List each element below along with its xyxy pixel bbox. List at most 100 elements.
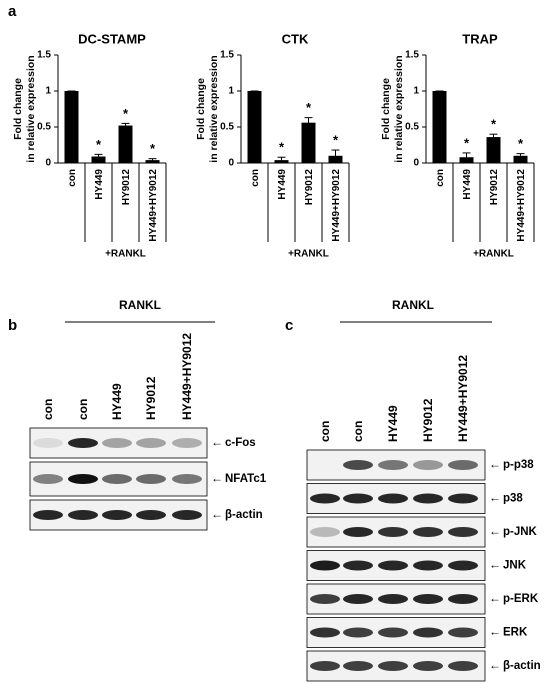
significance-marker: * [518,136,524,151]
blot-row-label: NFATc1 [225,473,267,485]
blot-band [378,493,408,504]
lane-label: HY449 [110,383,124,420]
group-label: +RANKL [288,249,329,260]
significance-marker: * [306,100,312,115]
x-tick-label: HY449+HY9012 [516,169,527,242]
arrow: ← [489,625,501,639]
blot-band [310,527,340,537]
blot-band [310,661,340,671]
arrow: ← [211,435,223,449]
blot-band [448,493,478,504]
blot-band [172,510,202,520]
blot-band [172,474,202,484]
y-tick-label: 1.5 [220,50,234,61]
blot-band [413,527,443,537]
y-tick-label: 0 [413,158,419,169]
blot-band [448,627,478,638]
blot-band [413,594,443,604]
lane-label: con [351,421,365,442]
panel-label: c [285,317,293,334]
blot-band [413,661,443,671]
y-tick-label: 1.5 [37,50,51,61]
blot-band [102,438,132,448]
blot-band [378,627,408,638]
blot-band [448,594,478,604]
blot-row-label: p-ERK [503,593,539,605]
blot-band [102,510,132,520]
lane-label: HY449+HY9012 [456,355,470,442]
arrow: ← [489,524,501,538]
y-axis-label: in relative expression [393,55,405,162]
blot-band [343,627,373,638]
blot-band [448,460,478,470]
x-tick-label: HY9012 [489,169,500,206]
blot-row-label: JNK [503,560,527,572]
y-axis-label: in relative expression [208,55,220,162]
x-tick-label: HY449+HY9012 [148,169,159,242]
blot-band [413,627,443,638]
significance-marker: * [491,117,497,132]
blot-band [343,661,373,671]
arrow: ← [211,471,223,485]
x-tick-label: HY449 [462,169,473,200]
y-axis-label: Fold change [195,78,207,140]
x-tick-label: HY449 [94,169,105,200]
blot-band [310,493,340,504]
blot-row-label: p-p38 [503,459,534,471]
y-axis-label: in relative expression [25,55,37,162]
bar [64,91,79,163]
chart-title: CTK [282,31,309,46]
blot-band [378,560,408,571]
significance-marker: * [279,140,285,155]
arrow: ← [489,591,501,605]
chart-title: TRAP [462,31,498,46]
blot-band [378,594,408,604]
blot-band [448,661,478,671]
arrow: ← [489,457,501,471]
blot-band [310,560,340,571]
blot-row-label: β-actin [225,509,263,521]
blot-band [413,460,443,470]
significance-marker: * [96,137,102,152]
lane-label: HY9012 [421,398,435,442]
blot-band [33,510,63,520]
significance-marker: * [464,135,470,150]
y-tick-label: 1 [228,86,234,97]
group-label: +RANKL [105,249,146,260]
arrow: ← [211,507,223,521]
arrow: ← [489,558,501,572]
lane-label: HY449 [386,405,400,442]
bar [247,91,262,163]
lane-label: HY9012 [144,376,158,420]
x-tick-label: HY449 [277,169,288,200]
y-axis-label: Fold change [380,78,392,140]
significance-marker: * [333,132,339,147]
blot-band [343,527,373,537]
y-tick-label: 0 [228,158,234,169]
blot-band [343,493,373,504]
blot-row-label: p-JNK [503,526,538,538]
y-tick-label: 0 [45,158,51,169]
blot-band [343,560,373,571]
blot-band [136,474,166,484]
blot-band [413,493,443,504]
bar [91,156,106,163]
x-tick-label: HY9012 [304,169,315,206]
y-tick-label: 1 [413,86,419,97]
blot-band [343,594,373,604]
blot-band [68,438,98,448]
blot-row-label: β-actin [503,660,541,672]
blot-band [378,527,408,537]
blot-band [68,510,98,520]
blot-band [33,438,63,448]
blot-row-label: c-Fos [225,437,256,449]
bar [301,122,316,163]
blot-header: RANKL [392,298,434,312]
bar [513,155,528,163]
blot-band [136,510,166,520]
y-tick-label: 1 [45,86,51,97]
blot-band [343,460,373,470]
significance-marker: * [150,141,156,156]
x-tick-label: con [250,169,261,187]
